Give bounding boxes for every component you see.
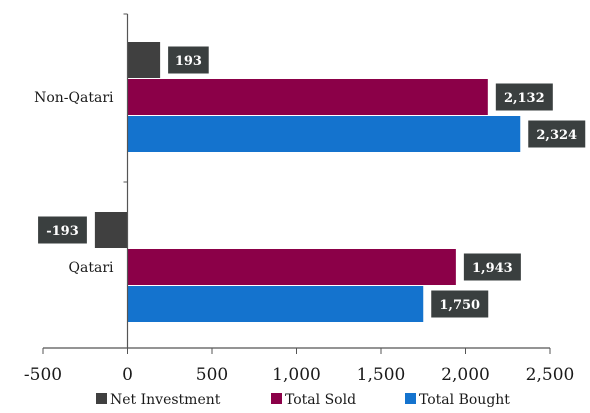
x-tick-label: 0 bbox=[122, 365, 133, 385]
legend-label: Net Investment bbox=[110, 392, 221, 408]
bar-total-bought-non-qatari bbox=[127, 116, 521, 152]
x-tick-label: 1,000 bbox=[272, 365, 321, 385]
bar-total-bought-qatari bbox=[127, 286, 424, 322]
data-label-box bbox=[495, 83, 553, 111]
data-label: 1,750 bbox=[439, 298, 480, 313]
bar-net-investment-non-qatari bbox=[127, 42, 161, 78]
bar-total-sold-non-qatari bbox=[127, 79, 488, 115]
legend-swatch bbox=[96, 393, 107, 404]
category-label-non-qatari: Non-Qatari bbox=[34, 90, 114, 106]
x-tick-label: 2,000 bbox=[441, 365, 490, 385]
data-label: -193 bbox=[46, 224, 79, 239]
x-tick-label: 2,500 bbox=[526, 365, 575, 385]
legend-label: Total Bought bbox=[419, 392, 510, 408]
data-label-box bbox=[168, 46, 209, 74]
data-label-box bbox=[463, 253, 521, 281]
data-label: 2,324 bbox=[536, 128, 577, 143]
data-label-box bbox=[431, 290, 489, 318]
x-tick-label: -500 bbox=[24, 365, 62, 385]
legend-swatch bbox=[405, 393, 416, 404]
x-tick-label: 500 bbox=[196, 365, 228, 385]
bar-total-sold-qatari bbox=[127, 249, 456, 285]
data-label: 193 bbox=[175, 54, 202, 69]
bar-net-investment-qatari bbox=[94, 212, 128, 248]
category-label-qatari: Qatari bbox=[69, 260, 114, 276]
data-label: 2,132 bbox=[504, 91, 545, 106]
legend-label: Total Sold bbox=[285, 392, 356, 408]
data-label-box bbox=[38, 216, 87, 244]
data-label-box bbox=[528, 120, 586, 148]
data-label: 1,943 bbox=[472, 261, 513, 276]
x-tick-label: 1,500 bbox=[357, 365, 406, 385]
legend-swatch bbox=[271, 393, 282, 404]
